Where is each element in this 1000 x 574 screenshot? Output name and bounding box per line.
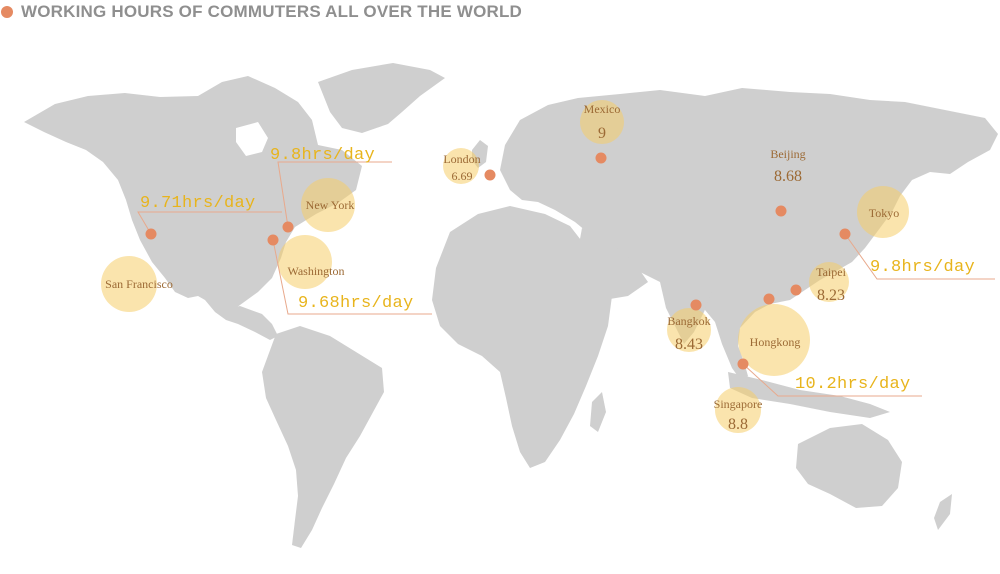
hours-callout-new-york: 9.8hrs/day xyxy=(270,146,375,165)
bubble-singapore[interactable] xyxy=(715,387,761,433)
city-label-new-york: New York xyxy=(306,198,355,212)
city-value-mexico: 9 xyxy=(598,125,606,142)
bubble-tokyo[interactable] xyxy=(857,186,909,238)
city-value-taipei: 8.23 xyxy=(817,287,845,304)
dot-mexico[interactable] xyxy=(595,152,607,164)
city-label-beijing: Beijing xyxy=(770,147,805,161)
title-bullet-dot xyxy=(1,6,13,18)
bubble-mexico[interactable] xyxy=(580,100,624,144)
bubble-new-york[interactable] xyxy=(301,178,355,232)
dot-new-york[interactable] xyxy=(282,221,294,233)
bubble-layer xyxy=(101,100,909,433)
city-value-bangkok: 8.43 xyxy=(675,336,703,353)
dot-hongkong[interactable] xyxy=(763,293,775,305)
city-label-singapore: Singapore xyxy=(714,397,763,411)
land-indonesia xyxy=(728,372,890,418)
leader-san-francisco xyxy=(137,211,282,235)
hours-callout-washington: 9.68hrs/day xyxy=(298,294,414,313)
hours-callout-layer: 9.8hrs/day 9.71hrs/day 9.68hrs/day 9.8hr… xyxy=(140,146,975,394)
land-africa xyxy=(432,206,612,468)
hours-callout-san-francisco: 9.71hrs/day xyxy=(140,194,256,213)
land-north-america xyxy=(24,76,362,314)
dot-layer xyxy=(145,152,851,370)
city-label-washington: Washington xyxy=(287,264,344,278)
city-label-taipei: Taipei xyxy=(816,265,846,279)
dot-beijing[interactable] xyxy=(775,205,787,217)
city-value-beijing: 8.68 xyxy=(774,168,802,185)
hours-callout-tokyo: 9.8hrs/day xyxy=(870,258,975,277)
leader-tokyo xyxy=(844,233,995,280)
land-hudson-bay xyxy=(236,122,268,156)
city-label-hongkong: Hongkong xyxy=(750,335,801,349)
bubble-taipei[interactable] xyxy=(809,262,849,302)
leader-new-york xyxy=(277,161,392,228)
map-title-text: WORKING HOURS OF COMMUTERS ALL OVER THE … xyxy=(21,2,523,21)
bubble-washington[interactable] xyxy=(278,235,332,289)
land-madagascar xyxy=(590,392,606,432)
leader-layer xyxy=(137,161,995,397)
leader-washington xyxy=(272,239,432,315)
city-value-london: 6.69 xyxy=(452,169,473,183)
bubble-london[interactable] xyxy=(443,148,479,184)
city-label-tokyo: Tokyo xyxy=(869,206,900,220)
dot-washington[interactable] xyxy=(267,234,279,246)
bubble-san-francisco[interactable] xyxy=(101,256,157,312)
city-value-singapore: 8.8 xyxy=(728,416,748,433)
bubble-bangkok[interactable] xyxy=(667,308,711,352)
land-australia xyxy=(796,424,902,508)
land-greenland xyxy=(318,63,445,133)
land-new-zealand xyxy=(934,494,952,530)
land-south-america xyxy=(262,326,384,548)
city-label-london: London xyxy=(443,152,480,166)
dot-san-francisco[interactable] xyxy=(145,228,157,240)
dot-tokyo[interactable] xyxy=(839,228,851,240)
dot-taipei[interactable] xyxy=(790,284,802,296)
leader-hongkong xyxy=(742,363,922,397)
land-layer xyxy=(24,63,998,548)
dot-singapore[interactable] xyxy=(737,358,749,370)
hours-callout-hongkong: 10.2hrs/day xyxy=(795,375,911,394)
land-europe-asia xyxy=(500,88,998,382)
dot-london[interactable] xyxy=(484,169,496,181)
map-title: WORKING HOURS OF COMMUTERS ALL OVER THE … xyxy=(0,0,522,24)
city-label-mexico: Mexico xyxy=(584,102,621,116)
dot-bangkok[interactable] xyxy=(690,299,702,311)
city-label-bangkok: Bangkok xyxy=(667,314,710,328)
bubble-hongkong[interactable] xyxy=(738,304,810,376)
city-label-san-francisco: San Francisco xyxy=(105,277,173,291)
city-label-layer: San Francisco New York Washington London… xyxy=(105,102,899,433)
land-central-america xyxy=(215,306,278,340)
